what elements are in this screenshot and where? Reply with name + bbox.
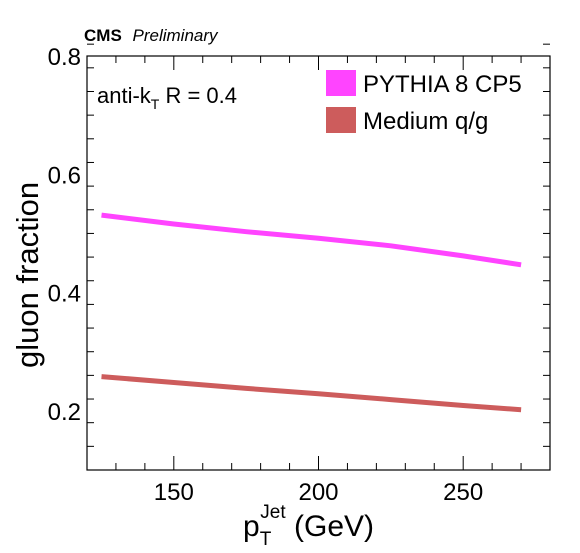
x-tick-label: 150 xyxy=(154,479,194,506)
series-layer xyxy=(101,212,522,413)
x-axis-title-main: p xyxy=(243,510,260,543)
x-axis-title-unit: (GeV) xyxy=(286,510,374,543)
x-axis-title-subscript: T xyxy=(260,529,272,550)
annotation-prefix: anti-k xyxy=(97,83,152,108)
x-tick-label: 200 xyxy=(298,479,338,506)
status-label: Preliminary xyxy=(133,26,220,45)
plot-axes: 150 200 250 0.2 0.4 0.6 0.8 xyxy=(48,43,551,506)
series-line-0 xyxy=(101,212,522,268)
legend-swatch-1 xyxy=(326,107,356,133)
x-tick-label: 250 xyxy=(443,479,483,506)
legend-label-0: PYTHIA 8 CP5 xyxy=(363,71,522,98)
x-axis-title-superscript: Jet xyxy=(260,502,286,523)
y-tick-label: 0.4 xyxy=(48,281,81,308)
annotation-suffix: R = 0.4 xyxy=(159,83,237,108)
chart-header: CMS Preliminary xyxy=(84,26,219,45)
y-tick-label: 0.2 xyxy=(48,399,81,426)
legend-label-1: Medium q/g xyxy=(363,108,488,135)
y-tick-label: 0.6 xyxy=(48,162,81,189)
y-axis-title: gluon fraction xyxy=(10,182,45,368)
legend-swatch-0 xyxy=(326,70,356,96)
y-tick-label: 0.8 xyxy=(48,44,81,71)
experiment-label: CMS xyxy=(84,26,122,45)
annotation-subscript: T xyxy=(151,96,160,112)
series-line-1 xyxy=(101,374,522,413)
legend: PYTHIA 8 CP5 Medium q/g xyxy=(326,70,522,135)
x-axis-title: pT Jet (GeV) xyxy=(243,502,374,550)
jet-algorithm-annotation: anti-kT R = 0.4 xyxy=(97,83,237,112)
